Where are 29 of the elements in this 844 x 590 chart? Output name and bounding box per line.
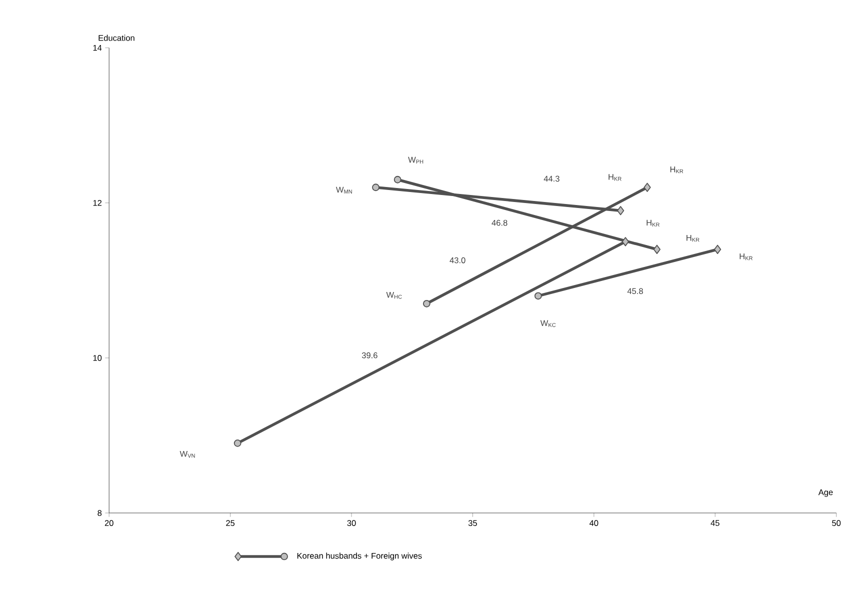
x-tick-label: 40 <box>590 520 598 526</box>
annotation: W$_{PH}$ <box>408 157 424 164</box>
annotation: 46.8 <box>492 220 508 226</box>
x-tick-label: 25 <box>226 520 235 526</box>
annotation: 45.8 <box>627 288 643 294</box>
annotation: H$_{KR}$ <box>670 166 684 174</box>
annotation: W$_{VN}$ <box>180 451 195 458</box>
y-tick-label: 14 <box>93 45 102 51</box>
annotation: W$_{HC}$ <box>386 292 402 299</box>
y-tick-label: 12 <box>93 200 102 206</box>
annotation: H$_{KR}$ <box>686 235 700 242</box>
x-tick-label: 45 <box>710 520 720 526</box>
legend-label: Korean husbands + Foreign wives <box>297 552 422 560</box>
annotation: H$_{KR}$ <box>646 220 660 227</box>
y-axis-title: Education <box>98 34 134 42</box>
x-tick-label: 35 <box>468 520 477 526</box>
annotation: 44.3 <box>544 176 560 182</box>
annotation: 39.6 <box>362 352 378 358</box>
annotation: 43.0 <box>450 257 466 264</box>
annotation: H$_{KR}$ <box>608 174 622 181</box>
x-tick-label: 50 <box>832 520 841 526</box>
y-tick-label: 8 <box>98 510 102 516</box>
x-tick-label: 30 <box>347 520 356 526</box>
y-tick-label: 10 <box>93 355 102 361</box>
x-tick-label: 20 <box>104 520 114 526</box>
x-axis-title: Age <box>818 490 833 497</box>
annotation: W$_{KC}$ <box>540 320 556 328</box>
annotation: H$_{KR}$ <box>740 254 753 260</box>
annotation: W$_{MN}$ <box>336 186 352 194</box>
